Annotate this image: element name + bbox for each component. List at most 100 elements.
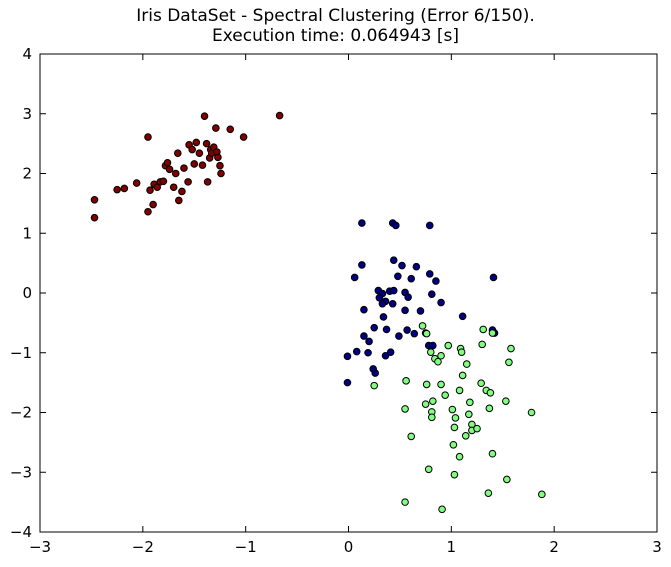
y-tick-label: 2 — [22, 165, 32, 183]
scatter-point-cluster-3 — [477, 379, 485, 388]
scatter-point-cluster-3 — [461, 432, 470, 440]
x-tick-label: −1 — [235, 538, 257, 556]
scatter-point-cluster-2 — [365, 337, 373, 346]
scatter-point-cluster-1 — [171, 169, 180, 178]
scatter-point-cluster-3 — [418, 322, 427, 330]
scatter-point-cluster-1 — [132, 179, 141, 187]
x-tick-label: −2 — [132, 538, 154, 556]
scatter-point-cluster-3 — [437, 351, 445, 360]
scatter-point-cluster-3 — [538, 490, 546, 499]
scatter-point-cluster-1 — [239, 133, 248, 141]
scatter-point-cluster-3 — [422, 380, 431, 389]
scatter-point-cluster-3 — [455, 452, 464, 461]
scatter-point-cluster-3 — [424, 465, 433, 474]
scatter-point-cluster-3 — [455, 386, 464, 395]
scatter-point-cluster-1 — [200, 112, 209, 120]
scatter-point-cluster-3 — [466, 398, 474, 407]
scatter-point-cluster-1 — [90, 213, 99, 222]
scatter-point-cluster-1 — [226, 125, 235, 134]
scatter-point-cluster-2 — [358, 261, 366, 269]
scatter-point-cluster-2 — [425, 221, 434, 230]
scatter-point-cluster-3 — [438, 505, 446, 514]
scatter-point-cluster-3 — [473, 424, 481, 433]
y-tick-label: 0 — [22, 284, 32, 302]
scatter-point-cluster-1 — [90, 195, 99, 204]
scatter-point-cluster-3 — [486, 388, 495, 397]
scatter-point-cluster-3 — [484, 489, 493, 497]
scatter-point-cluster-1 — [216, 161, 224, 170]
scatter-point-cluster-1 — [163, 158, 172, 167]
y-tick-label: −2 — [10, 404, 32, 422]
y-tick-label: 3 — [22, 105, 32, 123]
scatter-point-cluster-2 — [389, 286, 398, 295]
scatter-point-cluster-2 — [401, 306, 409, 315]
scatter-point-cluster-2 — [416, 307, 425, 315]
scatter-point-cluster-2 — [364, 348, 372, 357]
scatter-point-cluster-2 — [350, 273, 359, 282]
scatter-point-cluster-2 — [458, 312, 467, 321]
scatter-point-cluster-3 — [370, 381, 379, 390]
scatter-point-cluster-3 — [427, 413, 436, 422]
scatter-point-cluster-1 — [146, 186, 154, 195]
scatter-point-cluster-3 — [462, 360, 471, 368]
scatter-point-cluster-2 — [343, 378, 352, 387]
scatter-point-cluster-1 — [165, 165, 174, 174]
scatter-point-cluster-2 — [381, 351, 390, 360]
scatter-point-cluster-1 — [202, 139, 211, 148]
scatter-point-cluster-2 — [343, 352, 352, 361]
scatter-point-cluster-2 — [360, 332, 368, 340]
chart-title: Iris DataSet - Spectral Clustering (Erro… — [136, 6, 535, 26]
scatter-point-cluster-1 — [188, 145, 196, 154]
scatter-point-cluster-2 — [370, 323, 379, 332]
scatter-point-cluster-2 — [429, 341, 437, 350]
scatter-point-cluster-2 — [398, 261, 406, 270]
scatter-point-cluster-1 — [212, 124, 220, 132]
scatter-point-cluster-2 — [382, 325, 391, 334]
scatter-point-cluster-2 — [360, 305, 368, 314]
scatter-point-cluster-2 — [432, 277, 440, 285]
scatter-point-cluster-2 — [404, 293, 412, 301]
scatter-point-cluster-3 — [449, 440, 458, 449]
scatter-point-cluster-2 — [379, 313, 388, 321]
y-tick-label: −1 — [10, 344, 32, 362]
scatter-point-cluster-1 — [169, 183, 178, 192]
scatter-point-cluster-3 — [465, 410, 473, 419]
scatter-point-cluster-2 — [437, 298, 445, 307]
x-tick-label: 1 — [447, 538, 457, 556]
scatter-point-cluster-3 — [479, 325, 488, 334]
y-tick-label: −3 — [10, 463, 32, 481]
scatter-point-cluster-1 — [178, 187, 186, 196]
scatter-point-cluster-1 — [195, 149, 204, 157]
scatter-point-cluster-3 — [502, 397, 510, 405]
scatter-point-cluster-3 — [503, 475, 511, 484]
x-tick-label: 3 — [652, 538, 662, 556]
scatter-point-cluster-3 — [421, 400, 430, 408]
tick-layer — [39, 53, 658, 533]
scatter-point-cluster-3 — [485, 404, 494, 413]
y-tick-label: −4 — [10, 523, 32, 541]
scatter-point-cluster-1 — [192, 138, 201, 147]
scatter-point-cluster-3 — [422, 329, 431, 338]
scatter-point-cluster-3 — [478, 340, 486, 349]
scatter-point-cluster-3 — [401, 498, 409, 506]
scatter-point-cluster-2 — [358, 219, 366, 227]
scatter-point-cluster-3 — [426, 348, 435, 356]
scatter-point-cluster-3 — [402, 377, 410, 385]
scatter-point-cluster-2 — [378, 299, 387, 308]
scatter-point-cluster-1 — [144, 207, 152, 216]
scatter-point-cluster-1 — [175, 196, 183, 205]
scatter-point-cluster-3 — [441, 391, 449, 399]
scatter-point-cluster-3 — [448, 405, 457, 414]
scatter-point-cluster-2 — [489, 273, 498, 282]
y-tick-label: 1 — [22, 224, 32, 242]
scatter-point-cluster-1 — [149, 200, 157, 209]
scatter-point-cluster-3 — [450, 423, 459, 432]
x-tick-label: 0 — [344, 538, 354, 556]
scatter-point-cluster-1 — [217, 169, 225, 178]
scatter-point-cluster-3 — [434, 357, 442, 366]
scatter-point-cluster-2 — [388, 299, 397, 308]
scatter-point-cluster-3 — [505, 358, 513, 367]
scatter-point-cluster-2 — [394, 272, 402, 281]
scatter-point-cluster-1 — [184, 178, 192, 186]
